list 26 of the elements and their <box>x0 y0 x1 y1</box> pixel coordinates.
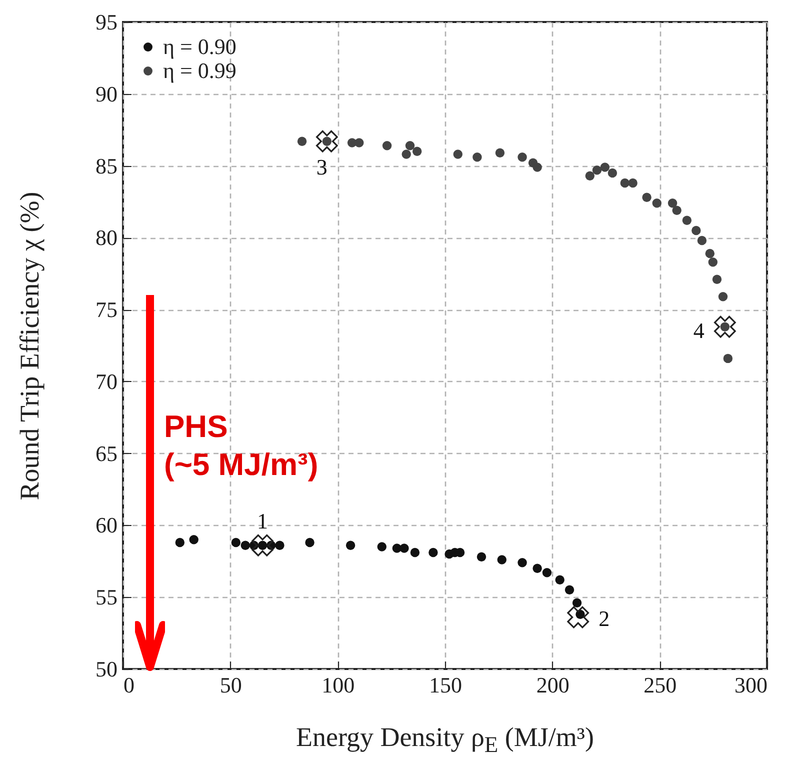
annotation: 1 <box>257 508 268 534</box>
x-tick-label: 250 <box>644 672 677 698</box>
y-tick-label: 55 <box>96 584 118 610</box>
annotation: PHS (~5 MJ/m³) <box>164 408 318 484</box>
x-tick-label: 150 <box>429 672 462 698</box>
y-tick-label: 65 <box>96 440 118 466</box>
x-tick-label: 0 <box>124 672 134 698</box>
y-tick-label: 75 <box>96 297 118 322</box>
y-axis-title: Round Trip Efficiency χ (%) <box>14 191 46 500</box>
annotation: 3 <box>316 154 328 180</box>
y-tick-label: 60 <box>96 512 118 538</box>
y-tick-label: 50 <box>96 656 118 682</box>
y-tick-label: 85 <box>96 153 118 178</box>
x-tick-label: 200 <box>536 672 570 698</box>
x-tick-label: 300 <box>734 672 768 698</box>
legend-label: η = 0.99 <box>163 58 236 83</box>
annotation: 2 <box>598 606 610 632</box>
x-tick-label: 50 <box>220 672 242 698</box>
annotation: 4 <box>693 318 704 343</box>
y-tick-label: 80 <box>96 225 118 250</box>
x-axis-title: Energy Density ρ$_{E}$ (MJ/m³) <box>296 722 594 758</box>
y-tick-label: 95 <box>96 10 118 34</box>
y-tick-label: 90 <box>96 81 118 106</box>
y-tick-label: 70 <box>96 368 118 394</box>
x-tick-label: 100 <box>322 672 355 698</box>
legend-label: η = 0.90 <box>163 34 236 59</box>
